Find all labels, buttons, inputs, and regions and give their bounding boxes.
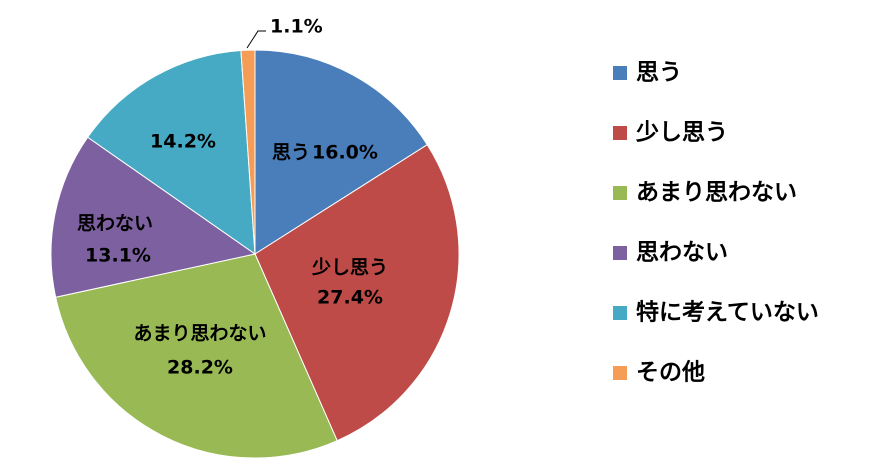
- data-label: 16.0%: [312, 142, 378, 164]
- legend-label: 少し思う: [635, 120, 728, 146]
- data-label-category: 思う: [272, 142, 310, 164]
- data-label: 1.1%: [270, 16, 323, 38]
- data-label: 28.2%: [167, 357, 233, 379]
- pie-slice: [50, 136, 257, 298]
- legend-swatch: [613, 306, 627, 320]
- legend-swatch: [613, 126, 627, 140]
- data-label: 27.4%: [317, 287, 383, 309]
- data-label: 13.1%: [85, 245, 151, 267]
- legend-label: 思わない: [636, 240, 728, 266]
- data-label-category: 思わない: [77, 213, 153, 235]
- pie-slice: [254, 49, 428, 255]
- pie-slice: [254, 144, 460, 442]
- data-label: 14.2%: [150, 131, 216, 153]
- legend-swatch: [613, 186, 627, 200]
- legend-label: あまり思わない: [636, 180, 797, 206]
- pie-slice: [87, 49, 256, 256]
- pie-slice: [240, 49, 256, 255]
- legend-swatch: [613, 246, 627, 260]
- legend-label: 思う: [636, 60, 682, 86]
- legend-label: その他: [636, 360, 705, 386]
- legend-label: 特に考えていない: [636, 300, 819, 326]
- data-label-category: あまり思わない: [133, 323, 266, 345]
- data-label-category: 少し思う: [311, 257, 388, 279]
- legend-swatch: [613, 366, 627, 380]
- legend-swatch: [613, 66, 627, 80]
- leader-line: [246, 30, 266, 49]
- pie-slice: [55, 253, 338, 459]
